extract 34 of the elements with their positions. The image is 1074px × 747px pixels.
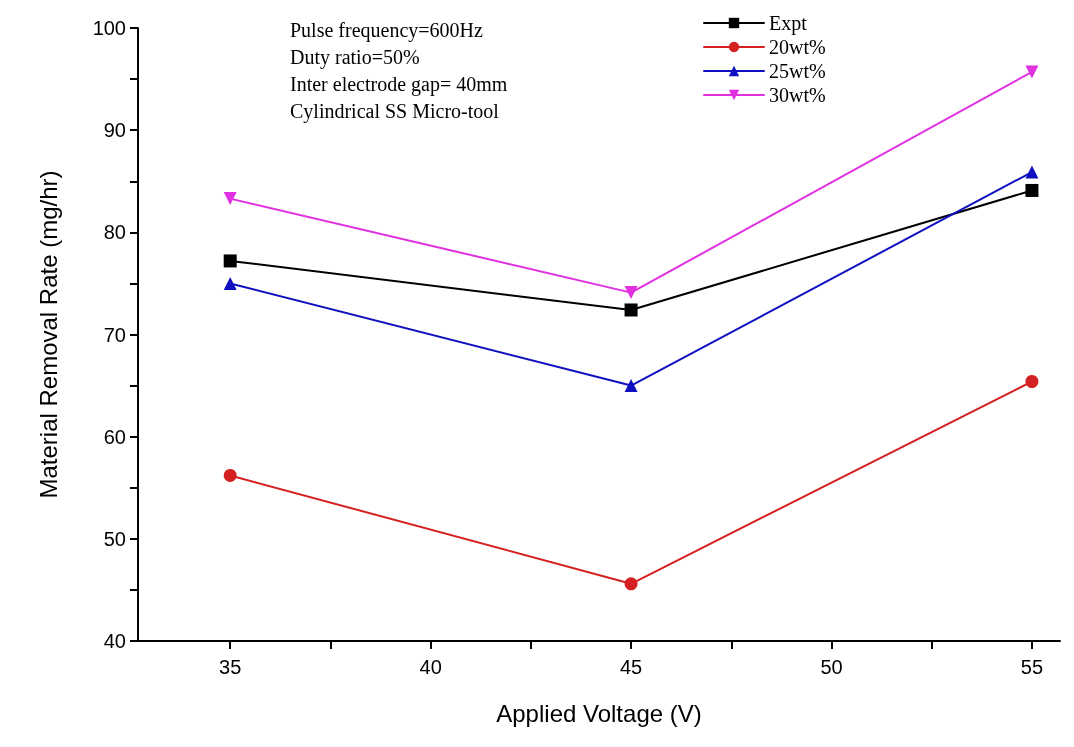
annotation: Inter electrode gap= 40mm xyxy=(290,73,508,96)
legend-label: 25wt% xyxy=(769,60,826,82)
point xyxy=(1025,165,1039,179)
point xyxy=(1025,65,1039,79)
legend-label: Expt xyxy=(769,12,808,35)
x-tick-label: 50 xyxy=(820,656,843,678)
y-tick-label: 60 xyxy=(103,425,126,448)
annotation: Pulse frequency=600Hz xyxy=(290,19,484,42)
y-tick-label: 80 xyxy=(103,221,126,244)
x-axis-title: Applied Voltage (V) xyxy=(496,699,702,727)
annotation: Cylindrical SS Micro-tool xyxy=(290,100,500,123)
point xyxy=(624,577,638,591)
point xyxy=(223,276,237,290)
x-tick-label: 45 xyxy=(619,656,643,678)
y-tick-label: 40 xyxy=(103,630,126,652)
point xyxy=(1025,183,1039,197)
point xyxy=(223,192,237,206)
y-tick-label: 50 xyxy=(103,527,126,550)
point xyxy=(1025,375,1039,388)
point xyxy=(624,303,638,317)
legend-label: 20wt% xyxy=(769,36,826,58)
point xyxy=(223,254,237,268)
y-axis-title: Material Removal Rate (mg/hr) xyxy=(34,170,62,499)
annotation: Duty ratio=50% xyxy=(290,46,420,69)
x-tick-label: 40 xyxy=(419,656,442,678)
y-tick-label: 90 xyxy=(103,119,126,142)
point xyxy=(624,379,638,393)
legend-label: 30wt% xyxy=(769,84,826,106)
x-tick-label: 35 xyxy=(219,656,242,678)
point xyxy=(624,286,638,300)
y-tick-label: 100 xyxy=(92,17,126,39)
x-tick-label: 55 xyxy=(1020,656,1044,678)
point xyxy=(223,468,237,482)
y-tick-label: 70 xyxy=(103,323,126,346)
